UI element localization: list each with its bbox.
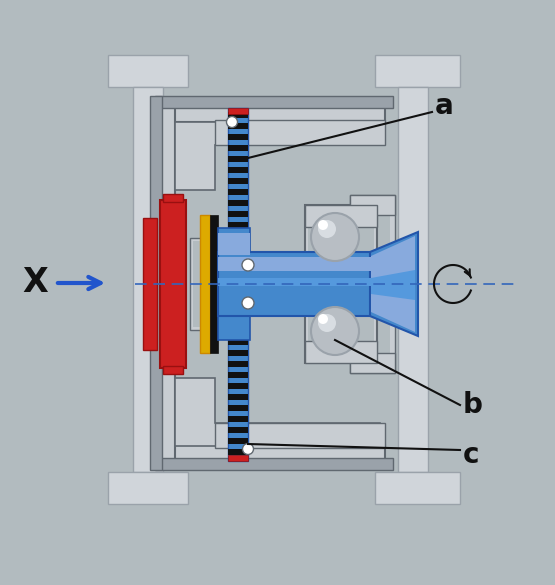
Bar	[133, 87, 163, 472]
Bar	[228, 449, 248, 455]
Bar	[228, 108, 248, 114]
Text: c: c	[463, 441, 480, 469]
Bar	[228, 394, 248, 400]
Bar	[228, 328, 248, 334]
Bar	[215, 120, 385, 145]
Polygon shape	[371, 270, 415, 300]
Bar	[228, 134, 248, 140]
Bar	[143, 218, 157, 350]
Circle shape	[318, 220, 336, 238]
Bar	[350, 195, 395, 373]
Bar	[228, 200, 248, 206]
Bar	[108, 55, 188, 87]
Bar	[228, 189, 248, 195]
Circle shape	[318, 220, 328, 230]
Bar	[155, 100, 175, 467]
Bar	[305, 341, 377, 363]
Bar	[160, 200, 186, 368]
Circle shape	[318, 314, 328, 324]
Bar	[160, 445, 385, 467]
Bar	[228, 156, 248, 162]
Bar	[228, 313, 248, 461]
Circle shape	[311, 213, 359, 261]
Bar	[190, 238, 220, 330]
Bar	[228, 244, 248, 250]
Bar	[398, 87, 428, 472]
Bar	[228, 317, 248, 323]
Bar	[228, 350, 248, 356]
Bar	[375, 472, 460, 504]
Bar	[200, 215, 210, 353]
Bar	[163, 194, 183, 202]
Text: X: X	[22, 267, 48, 300]
Bar	[228, 112, 248, 118]
Bar	[305, 205, 377, 363]
Circle shape	[242, 259, 254, 271]
Bar	[228, 405, 248, 411]
Text: b: b	[463, 391, 483, 419]
Bar	[218, 257, 408, 271]
Bar	[228, 222, 248, 228]
Bar	[228, 427, 248, 433]
Bar	[228, 145, 248, 151]
Bar	[228, 211, 248, 217]
Bar	[228, 372, 248, 378]
Bar	[375, 55, 460, 87]
Bar	[308, 208, 374, 360]
Bar	[355, 200, 390, 368]
Bar	[155, 96, 393, 108]
Bar	[163, 366, 183, 374]
Bar	[228, 233, 248, 239]
Bar	[218, 278, 408, 286]
Bar	[228, 167, 248, 173]
Bar	[193, 241, 217, 327]
Bar	[218, 252, 408, 316]
Bar	[215, 423, 385, 448]
Bar	[228, 416, 248, 422]
Text: a: a	[435, 92, 454, 120]
Polygon shape	[370, 232, 418, 336]
Bar	[210, 215, 218, 353]
Bar	[228, 339, 248, 345]
Polygon shape	[371, 236, 415, 332]
Bar	[218, 233, 250, 255]
Circle shape	[226, 116, 238, 128]
Circle shape	[242, 297, 254, 309]
Bar	[228, 455, 248, 461]
Polygon shape	[175, 122, 380, 190]
Bar	[150, 96, 162, 470]
Bar	[350, 353, 395, 373]
Bar	[155, 458, 393, 470]
Bar	[228, 361, 248, 367]
Circle shape	[311, 307, 359, 355]
Bar	[228, 123, 248, 129]
Bar	[228, 438, 248, 444]
Circle shape	[243, 443, 254, 455]
Bar	[218, 228, 250, 340]
Bar	[228, 383, 248, 389]
Polygon shape	[175, 378, 380, 446]
Bar	[228, 178, 248, 184]
Circle shape	[318, 314, 336, 332]
Bar	[350, 195, 395, 215]
Bar	[305, 205, 377, 227]
Bar	[228, 108, 248, 256]
Bar	[108, 472, 188, 504]
Bar	[160, 100, 385, 122]
